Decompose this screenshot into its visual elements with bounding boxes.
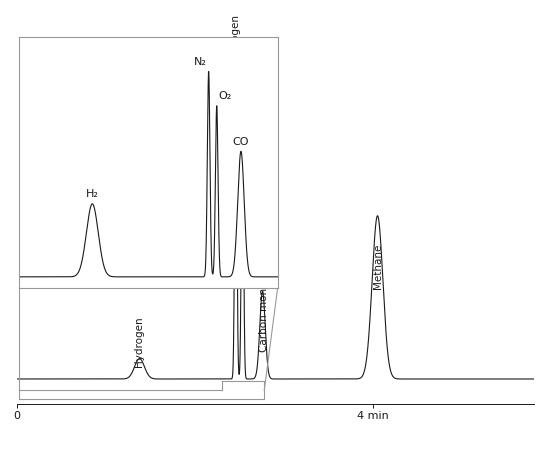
Text: Methane: Methane xyxy=(372,244,382,289)
Text: Oxygen: Oxygen xyxy=(238,44,249,84)
Text: Carbon monoxide: Carbon monoxide xyxy=(259,260,269,352)
Text: Nitrogen: Nitrogen xyxy=(230,14,240,59)
Text: Hydrogen: Hydrogen xyxy=(134,317,144,367)
